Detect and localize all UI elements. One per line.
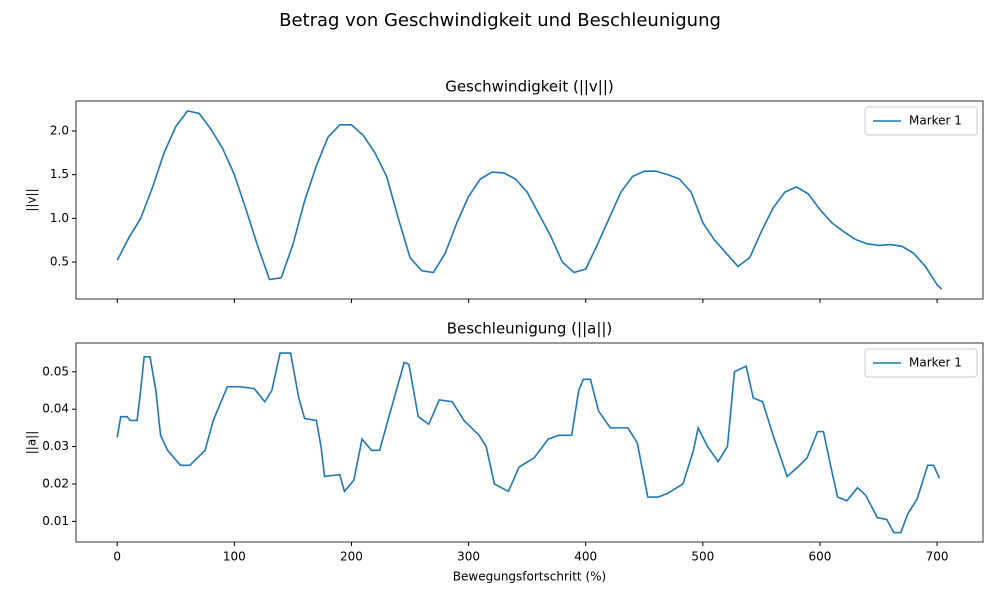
x-tick-label: 500 xyxy=(691,550,714,564)
y-tick-label: 1.0 xyxy=(50,211,69,225)
legend-box xyxy=(864,106,978,136)
x-tick-label: 100 xyxy=(223,550,246,564)
y-axis-label: ||v|| xyxy=(25,188,39,211)
x-axis-label: Bewegungsfortschritt (%) xyxy=(453,570,606,584)
x-tick-label: 200 xyxy=(340,550,363,564)
y-tick-label: 0.01 xyxy=(42,514,69,528)
y-tick-label: 1.5 xyxy=(50,167,69,181)
axes-frame xyxy=(75,100,984,300)
legend-box xyxy=(864,348,978,378)
y-tick-label: 0.02 xyxy=(42,476,69,490)
y-tick-label: 2.0 xyxy=(50,123,69,137)
x-tick-label: 300 xyxy=(457,550,480,564)
legend-label: Marker 1 xyxy=(909,114,962,128)
data-line xyxy=(116,109,943,290)
y-tick-label: 0.05 xyxy=(42,364,69,378)
legend-label: Marker 1 xyxy=(909,356,962,370)
y-tick-label: 0.04 xyxy=(42,402,69,416)
x-tick-label: 700 xyxy=(926,550,949,564)
axes-title: Geschwindigkeit (||v||) xyxy=(445,78,614,96)
y-tick-label: 0.5 xyxy=(50,255,69,269)
y-tick-label: 0.03 xyxy=(42,439,69,453)
axes-title: Beschleunigung (||a||) xyxy=(447,320,613,338)
x-tick-label: 400 xyxy=(574,550,597,564)
figure-title: Betrag von Geschwindigkeit und Beschleun… xyxy=(279,10,721,31)
axes-frame xyxy=(75,342,984,543)
data-line xyxy=(116,352,941,534)
x-tick-label: 600 xyxy=(809,550,832,564)
y-axis-label: ||a|| xyxy=(25,431,39,455)
x-tick-label: 0 xyxy=(113,550,121,564)
